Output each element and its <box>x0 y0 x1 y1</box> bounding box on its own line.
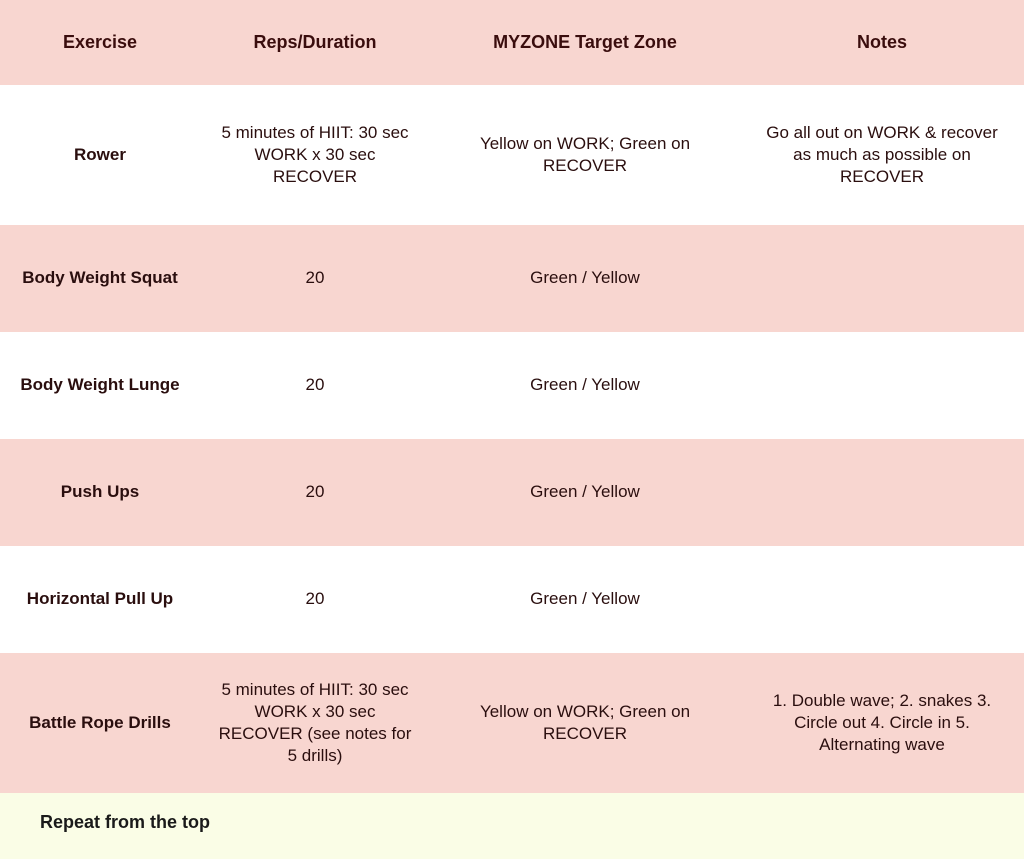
col-header-exercise: Exercise <box>0 21 200 64</box>
cell-zone: Green / Yellow <box>430 471 740 513</box>
cell-zone: Green / Yellow <box>430 257 740 299</box>
cell-reps: 20 <box>200 364 430 406</box>
table-row: Battle Rope Drills 5 minutes of HIIT: 30… <box>0 653 1024 793</box>
cell-exercise: Horizontal Pull Up <box>0 578 200 620</box>
cell-notes <box>740 590 1024 610</box>
col-header-reps: Reps/Duration <box>200 21 430 64</box>
cell-notes: Go all out on WORK & recover as much as … <box>740 112 1024 198</box>
cell-notes <box>740 483 1024 503</box>
cell-exercise: Push Ups <box>0 471 200 513</box>
cell-reps: 5 minutes of HIIT: 30 sec WORK x 30 sec … <box>200 669 430 777</box>
table-row: Horizontal Pull Up 20 Green / Yellow <box>0 546 1024 653</box>
cell-zone: Green / Yellow <box>430 364 740 406</box>
cell-zone: Yellow on WORK; Green on RECOVER <box>430 123 740 187</box>
table-header-row: Exercise Reps/Duration MYZONE Target Zon… <box>0 0 1024 85</box>
cell-zone: Green / Yellow <box>430 578 740 620</box>
cell-exercise: Body Weight Lunge <box>0 364 200 406</box>
table-row: Body Weight Squat 20 Green / Yellow <box>0 225 1024 332</box>
table-row: Rower 5 minutes of HIIT: 30 sec WORK x 3… <box>0 85 1024 225</box>
cell-exercise: Battle Rope Drills <box>0 702 200 744</box>
cell-notes <box>740 269 1024 289</box>
table-footer-row: Repeat from the top <box>0 793 1024 853</box>
cell-reps: 5 minutes of HIIT: 30 sec WORK x 30 sec … <box>200 112 430 198</box>
table-row: Body Weight Lunge 20 Green / Yellow <box>0 332 1024 439</box>
col-header-notes: Notes <box>740 21 1024 64</box>
cell-exercise: Rower <box>0 134 200 176</box>
table-row: Push Ups 20 Green / Yellow <box>0 439 1024 546</box>
cell-notes <box>740 376 1024 396</box>
footer-text: Repeat from the top <box>0 801 1024 844</box>
cell-exercise: Body Weight Squat <box>0 257 200 299</box>
cell-zone: Yellow on WORK; Green on RECOVER <box>430 691 740 755</box>
col-header-zone: MYZONE Target Zone <box>430 21 740 64</box>
cell-notes: 1. Double wave; 2. snakes 3. Circle out … <box>740 680 1024 766</box>
cell-reps: 20 <box>200 471 430 513</box>
cell-reps: 20 <box>200 257 430 299</box>
workout-table: Exercise Reps/Duration MYZONE Target Zon… <box>0 0 1024 853</box>
cell-reps: 20 <box>200 578 430 620</box>
